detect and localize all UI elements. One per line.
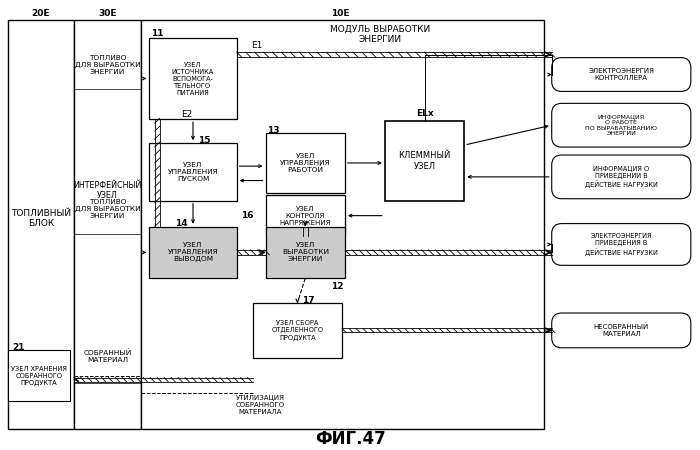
- Text: 20Е: 20Е: [32, 9, 50, 18]
- FancyBboxPatch shape: [149, 226, 237, 278]
- Text: 17: 17: [302, 296, 315, 305]
- Text: ЭЛЕКТРОЭНЕРГИЯ
ПРИВЕДЕНИЯ В
ДЕЙСТВИЕ НАГРУЗКИ: ЭЛЕКТРОЭНЕРГИЯ ПРИВЕДЕНИЯ В ДЕЙСТВИЕ НАГ…: [584, 233, 658, 256]
- FancyBboxPatch shape: [552, 104, 691, 147]
- Text: 13: 13: [267, 126, 280, 135]
- Text: УЗЕЛ
ВЫРАБОТКИ
ЭНЕРГИИ: УЗЕЛ ВЫРАБОТКИ ЭНЕРГИИ: [282, 243, 329, 262]
- Text: ELx: ELx: [416, 109, 433, 118]
- FancyBboxPatch shape: [552, 58, 691, 91]
- FancyBboxPatch shape: [253, 303, 342, 358]
- Text: 15: 15: [198, 135, 211, 144]
- FancyBboxPatch shape: [385, 121, 464, 201]
- FancyBboxPatch shape: [8, 20, 74, 429]
- Text: E2: E2: [181, 110, 193, 119]
- Text: ТОПЛИВО
ДЛЯ ВЫРАБОТКИ
ЭНЕРГИИ: ТОПЛИВО ДЛЯ ВЫРАБОТКИ ЭНЕРГИИ: [75, 54, 141, 75]
- Text: ТОПЛИВНЫЙ
БЛОК: ТОПЛИВНЫЙ БЛОК: [11, 209, 71, 228]
- Text: УЗЕЛ
УПРАВЛЕНИЯ
ПУСКОМ: УЗЕЛ УПРАВЛЕНИЯ ПУСКОМ: [168, 162, 218, 182]
- Text: ТОПЛИВО
ДЛЯ ВЫРАБОТКИ
ЭНЕРГИИ: ТОПЛИВО ДЛЯ ВЫРАБОТКИ ЭНЕРГИИ: [75, 198, 141, 219]
- Text: УЗЕЛ
КОНТРОЛЯ
НАПРЯЖЕНИЯ: УЗЕЛ КОНТРОЛЯ НАПРЯЖЕНИЯ: [279, 206, 331, 225]
- Text: УТИЛИЗАЦИЯ
СОБРАННОГО
МАТЕРИАЛА: УТИЛИЗАЦИЯ СОБРАННОГО МАТЕРИАЛА: [236, 396, 285, 415]
- Text: 21: 21: [12, 343, 24, 352]
- Text: ИНФОРМАЦИЯ О
ПРИВЕДЕНИИ В
ДЕЙСТВИЕ НАГРУЗКИ: ИНФОРМАЦИЯ О ПРИВЕДЕНИИ В ДЕЙСТВИЕ НАГРУ…: [584, 166, 658, 188]
- Text: УЗЕЛ
УПРАВЛЕНИЯ
РАБОТОЙ: УЗЕЛ УПРАВЛЕНИЯ РАБОТОЙ: [280, 153, 330, 173]
- Text: УЗЕЛ СБОРА
ОТДЕЛЕННОГО
ПРОДУКТА: УЗЕЛ СБОРА ОТДЕЛЕННОГО ПРОДУКТА: [272, 320, 323, 341]
- Text: 10Е: 10Е: [331, 9, 349, 18]
- FancyBboxPatch shape: [265, 195, 345, 237]
- FancyBboxPatch shape: [265, 226, 345, 278]
- Text: 14: 14: [176, 219, 188, 228]
- Text: УЗЕЛ
УПРАВЛЕНИЯ
ВЫВОДОМ: УЗЕЛ УПРАВЛЕНИЯ ВЫВОДОМ: [168, 243, 218, 262]
- Text: ИНТЕРФЕЙСНЫЙ
УЗЕЛ: ИНТЕРФЕЙСНЫЙ УЗЕЛ: [74, 181, 141, 201]
- Text: ЭЛЕКТРОЭНЕРГИЯ
КОНТРОЛЛЕРА: ЭЛЕКТРОЭНЕРГИЯ КОНТРОЛЛЕРА: [588, 68, 654, 81]
- Text: УЗЕЛ
ИСТОЧНИКА
ВСПОМОГА-
ТЕЛЬНОГО
ПИТАНИЯ: УЗЕЛ ИСТОЧНИКА ВСПОМОГА- ТЕЛЬНОГО ПИТАНИ…: [172, 62, 214, 95]
- Text: СОБРАННЫЙ
МАТЕРИАЛ: СОБРАННЫЙ МАТЕРИАЛ: [83, 349, 132, 363]
- FancyBboxPatch shape: [8, 350, 70, 401]
- Text: КЛЕММНЫЙ
УЗЕЛ: КЛЕММНЫЙ УЗЕЛ: [398, 151, 451, 171]
- Text: МОДУЛЬ ВЫРАБОТКИ
ЭНЕРГИИ: МОДУЛЬ ВЫРАБОТКИ ЭНЕРГИИ: [330, 25, 430, 45]
- Text: 30Е: 30Е: [98, 9, 117, 18]
- Text: 16: 16: [241, 211, 253, 220]
- FancyBboxPatch shape: [265, 133, 345, 193]
- Text: 12: 12: [330, 282, 343, 291]
- FancyBboxPatch shape: [141, 20, 544, 429]
- Text: 11: 11: [151, 29, 164, 38]
- FancyBboxPatch shape: [149, 143, 237, 201]
- FancyBboxPatch shape: [149, 38, 237, 119]
- Text: ФИГ.47: ФИГ.47: [314, 430, 386, 448]
- FancyBboxPatch shape: [552, 155, 691, 199]
- FancyBboxPatch shape: [552, 313, 691, 348]
- FancyBboxPatch shape: [552, 224, 691, 266]
- Text: E1: E1: [251, 41, 262, 50]
- FancyBboxPatch shape: [74, 20, 141, 429]
- Text: УЗЕЛ ХРАНЕНИЯ
СОБРАННОГО
ПРОДУКТА: УЗЕЛ ХРАНЕНИЯ СОБРАННОГО ПРОДУКТА: [11, 365, 67, 386]
- Text: ИНФОРМАЦИЯ
О РАБОТЕ
ПО ВЫРАБАТЫВАНИЮ
ЭНЕРГИИ: ИНФОРМАЦИЯ О РАБОТЕ ПО ВЫРАБАТЫВАНИЮ ЭНЕ…: [585, 114, 657, 136]
- Text: НЕСОБРАННЫЙ
МАТЕРИАЛ: НЕСОБРАННЫЙ МАТЕРИАЛ: [594, 324, 649, 337]
